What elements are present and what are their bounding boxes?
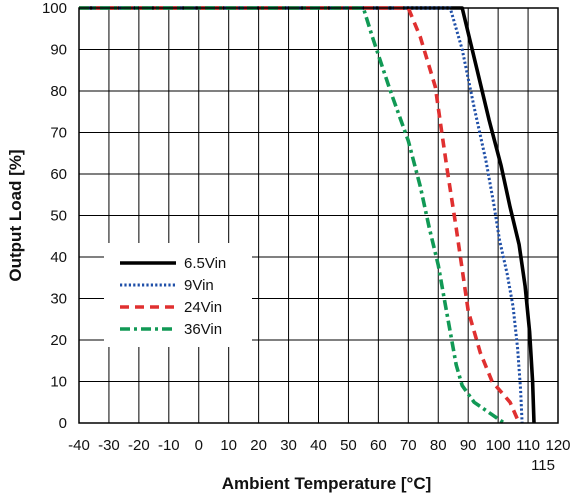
x-tick-label: 110	[516, 437, 540, 454]
plot-frame	[78, 7, 559, 424]
x-tick-label: 80	[430, 437, 447, 454]
x-tick-label: 40	[310, 437, 327, 454]
y-tick-label: 40	[50, 249, 67, 266]
x-tick-label: 30	[280, 437, 297, 454]
y-tick-label: 10	[50, 374, 67, 391]
y-tick-label: 30	[50, 291, 67, 308]
x-tick-label: 90	[460, 437, 477, 454]
x-tick-label: 50	[340, 437, 357, 454]
y-tick-label: 70	[50, 125, 67, 142]
legend: 6.5Vin 9Vin 24Vin 36Vin	[104, 243, 252, 347]
x-tick-label: 70	[400, 437, 417, 454]
x-tick-label: 120	[545, 437, 570, 454]
y-tick-label: 100	[42, 0, 67, 17]
tick-labels: -40 -30 -20 -10 0 10 20 30 40 50 60 70 80 90 100 110 120…	[42, 0, 571, 474]
y-tick-label: 80	[50, 83, 67, 100]
series-line-6.5vin	[79, 6, 536, 424]
x-tick-label: 60	[370, 437, 387, 454]
x-extra-tick-label: 115	[531, 457, 555, 474]
x-tick-label: 20	[250, 437, 267, 454]
series-layer	[79, 6, 536, 425]
legend-box	[104, 243, 252, 347]
y-tick-label: 90	[50, 42, 67, 59]
series-line-36vin	[79, 6, 506, 425]
x-tick-label: -20	[128, 437, 150, 454]
legend-label: 9Vin	[184, 277, 214, 294]
legend-label: 36Vin	[184, 321, 222, 338]
x-tick-label: -30	[98, 437, 120, 454]
y-tick-label: 50	[50, 208, 67, 225]
x-tick-label: 10	[220, 437, 237, 454]
grid-layer	[78, 7, 559, 424]
x-tick-label: -10	[158, 437, 180, 454]
x-axis-title: Ambient Temperature [°C]	[222, 474, 432, 493]
y-axis-title: Output Load [%]	[6, 149, 25, 281]
legend-label: 6.5Vin	[184, 255, 226, 272]
x-tick-label: 0	[195, 437, 203, 454]
x-tick-label: 100	[486, 437, 511, 454]
x-tick-label: -40	[68, 437, 90, 454]
series-line-9vin	[79, 6, 524, 424]
y-tick-label: 20	[50, 332, 67, 349]
series-line-24vin	[79, 6, 521, 424]
legend-label: 24Vin	[184, 299, 222, 316]
y-tick-label: 0	[59, 415, 67, 432]
y-tick-label: 60	[50, 166, 67, 183]
